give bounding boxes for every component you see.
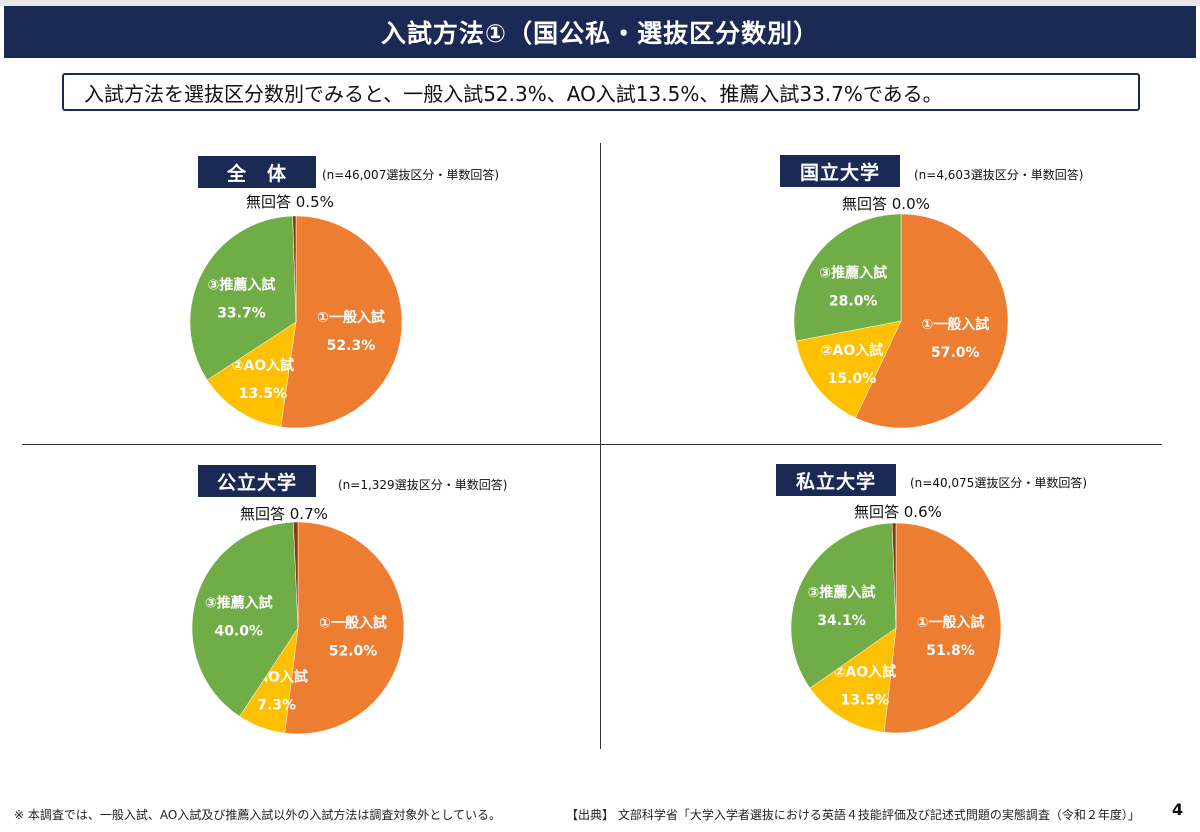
slice-value-label-all-1: 13.5%: [239, 386, 288, 402]
panel-title-public: 公立大学: [198, 465, 316, 497]
slice-suisen-public: [191, 521, 299, 717]
slice-name-label-all-1: ②AO入試: [232, 357, 295, 374]
slice-value-label-public-1: 7.3%: [257, 698, 296, 714]
slice-name-label-public-0: ①一般入試: [319, 614, 387, 631]
slice-value-label-private-0: 51.8%: [926, 643, 975, 659]
slice-ao-private: [809, 627, 897, 733]
slice-name-label-all-0: ①一般入試: [317, 309, 385, 326]
slice-value-label-national-1: 15.0%: [828, 371, 877, 387]
summary-text: 入試方法を選抜区分数別でみると、一般入試52.3%、AO入試13.5%、推薦入試…: [62, 73, 1140, 111]
panel-note-public: (n=1,329選抜区分・単数回答): [338, 478, 508, 492]
panel-title-national: 国立大学: [780, 155, 900, 187]
slice-general-national: [855, 213, 1009, 429]
slice-general-all: [280, 215, 403, 429]
slice-value-label-public-0: 52.0%: [329, 643, 378, 659]
source-citation: 【出典】 文部科学省「大学入学者選抜における英語４技能評価及び記述式問題の実態調…: [566, 808, 1140, 822]
slice-suisen-national: [793, 213, 902, 342]
no-answer-label-national: 無回答 0.0%: [842, 195, 930, 213]
slice-ao-all: [206, 321, 297, 428]
slice-name-label-national-0: ①一般入試: [921, 316, 989, 333]
no-answer-label-all: 無回答 0.5%: [246, 193, 334, 211]
no-answer-label-private: 無回答 0.6%: [854, 503, 942, 521]
footnote: ※ 本調査では、一般入試、AO入試及び推薦入試以外の入試方法は調査対象外としてい…: [14, 808, 501, 822]
panel-note-private: (n=40,075選抜区分・単数回答): [910, 476, 1088, 490]
slice-value-label-public-2: 40.0%: [214, 624, 263, 640]
vertical-divider: [600, 143, 601, 749]
slice-no-answer-public: [293, 521, 299, 629]
panel-note-all: (n=46,007選抜区分・単数回答): [322, 168, 500, 182]
slice-name-label-public-2: ③推薦入試: [205, 595, 273, 612]
top-strip: [0, 0, 1200, 6]
panel-title-all: 全 体: [198, 156, 316, 188]
slice-ao-national: [795, 320, 902, 419]
slice-value-label-national-0: 57.0%: [931, 345, 980, 361]
horizontal-divider: [22, 444, 1162, 445]
slice-value-label-all-0: 52.3%: [327, 338, 376, 354]
panel-note-national: (n=4,603選抜区分・単数回答): [914, 168, 1084, 182]
slice-general-public: [284, 521, 405, 735]
slice-name-label-national-2: ③推薦入試: [819, 264, 887, 281]
slice-no-answer-all: [292, 215, 297, 323]
slice-name-label-private-0: ①一般入試: [917, 614, 985, 631]
slice-name-label-private-1: ②AO入試: [834, 663, 897, 680]
slice-name-label-public-1: ②AO入試: [245, 669, 308, 686]
page-title: 入試方法①（国公私・選抜区分数別）: [4, 6, 1196, 58]
slice-name-label-national-1: ②AO入試: [821, 342, 884, 359]
slice-suisen-all: [189, 215, 297, 381]
slice-name-label-private-2: ③推薦入試: [808, 584, 876, 601]
slice-ao-public: [239, 627, 299, 734]
slice-general-private: [883, 522, 1002, 734]
slice-value-label-private-1: 13.5%: [841, 692, 890, 708]
slice-value-label-national-2: 28.0%: [829, 293, 878, 309]
page-number: 4: [1172, 800, 1184, 819]
slice-name-label-all-2: ③推薦入試: [208, 277, 276, 294]
slice-value-label-private-2: 34.1%: [817, 613, 866, 629]
panel-title-private: 私立大学: [776, 464, 896, 496]
no-answer-label-public: 無回答 0.7%: [240, 505, 328, 523]
slice-value-label-all-2: 33.7%: [217, 306, 266, 322]
slice-suisen-private: [790, 522, 897, 689]
slice-no-answer-private: [891, 522, 897, 629]
